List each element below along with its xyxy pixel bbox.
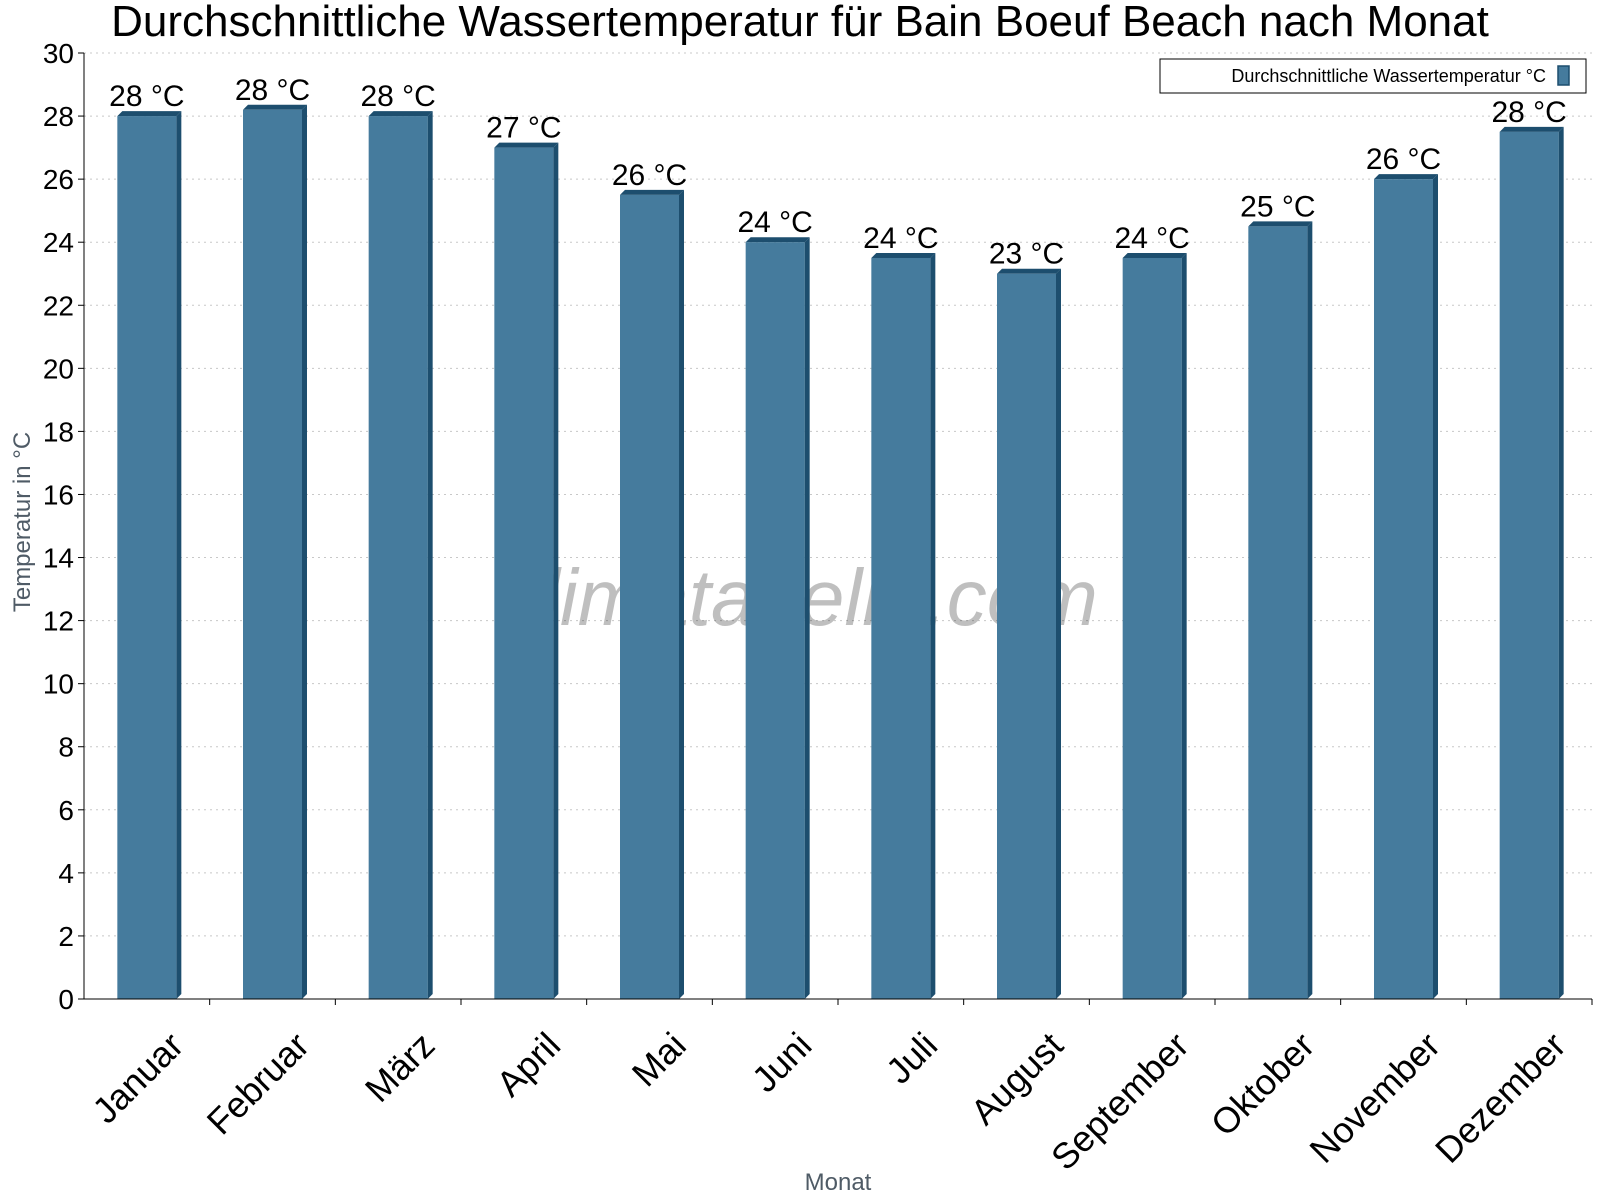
x-tick-labels: Januar Februar März April Mai Juni Juli AugustS…: [84, 1024, 1573, 1178]
y-tick-label: 0: [58, 984, 74, 1015]
bar-top: [871, 252, 936, 258]
y-tick-label: 10: [43, 669, 74, 700]
legend-swatch: [1557, 65, 1570, 86]
y-tick-label: 14: [43, 543, 74, 574]
bar-side: [930, 252, 936, 999]
bar: [745, 242, 805, 999]
y-tick-label: 2: [58, 921, 74, 952]
bar: [494, 147, 554, 1000]
y-tick-label: 28: [43, 101, 74, 132]
data-label: 24 °C: [863, 222, 938, 255]
bar-top: [1374, 174, 1438, 180]
bars: [117, 104, 1564, 1000]
x-tick-label: Januar: [84, 1024, 191, 1131]
x-tick-label: Februar: [199, 1024, 317, 1142]
y-tick-label: 8: [58, 732, 74, 763]
x-tick-label: Mai: [624, 1024, 694, 1094]
grid-lines: [84, 52, 1592, 1000]
bar: [1374, 179, 1433, 1000]
y-tick-label: 18: [43, 416, 74, 447]
x-tick-label: Juni: [744, 1024, 820, 1100]
x-axis-label: Monat: [805, 1169, 872, 1196]
bar: [1499, 131, 1559, 1000]
bar: [997, 273, 1056, 999]
data-label: 25 °C: [1240, 190, 1315, 223]
data-label: 26 °C: [612, 159, 687, 192]
bar-side: [1307, 221, 1313, 999]
bar-top: [620, 189, 684, 195]
bar: [1248, 226, 1308, 999]
bar: [1122, 257, 1182, 999]
data-label: 28 °C: [235, 74, 310, 107]
bar-side: [1558, 126, 1564, 1000]
bar: [243, 109, 302, 999]
bar-side: [804, 237, 810, 999]
bar-top: [494, 142, 559, 148]
x-tick-label: August: [963, 1024, 1071, 1132]
bar: [620, 194, 679, 999]
bar-top: [243, 104, 307, 110]
data-label: 23 °C: [989, 238, 1064, 271]
data-labels: 28 °C 28 °C 28 °C 27 °C 26 °C 24 °C 24 °C 23 °C…: [109, 74, 1567, 271]
y-tick-label: 30: [43, 38, 74, 69]
x-tick-label: Juli: [878, 1024, 945, 1091]
x-tick-label: April: [488, 1024, 568, 1104]
bar-side: [1056, 268, 1061, 999]
bar-side: [679, 189, 684, 999]
data-label: 28 °C: [1491, 96, 1566, 129]
bar: [368, 116, 428, 1000]
bar-top: [1248, 221, 1313, 227]
data-label: 24 °C: [737, 206, 812, 239]
data-label: 27 °C: [486, 112, 561, 145]
x-tick-label: März: [357, 1024, 443, 1110]
data-label: 28 °C: [360, 80, 435, 113]
x-tick-label: November: [1301, 1024, 1447, 1170]
bar-top: [997, 268, 1061, 274]
bar-side: [302, 104, 307, 999]
bar-side: [553, 142, 559, 1000]
legend-label: Durchschnittliche Wassertemperatur °C: [1231, 66, 1546, 86]
legend: Durchschnittliche Wassertemperatur °C: [1159, 58, 1587, 94]
y-tick-label: 22: [43, 290, 74, 321]
bar-side: [176, 111, 182, 1000]
x-tick-label: Dezember: [1427, 1024, 1573, 1170]
y-axis-label: Temperatur in °C: [9, 432, 36, 612]
y-tick-label: 26: [43, 164, 74, 195]
legend-box: [1159, 58, 1587, 94]
x-tick-label: September: [1043, 1024, 1197, 1178]
bar-side: [1433, 174, 1438, 1000]
data-label: 24 °C: [1114, 222, 1189, 255]
y-tick-label: 4: [58, 858, 74, 889]
bar-top: [745, 237, 810, 243]
bar: [117, 116, 177, 1000]
y-tick-label: 6: [58, 795, 74, 826]
y-tick-label: 24: [43, 227, 74, 258]
data-label: 26 °C: [1366, 143, 1441, 176]
bar: [871, 257, 931, 999]
chart-title: Durchschnittliche Wassertemperatur für B…: [111, 0, 1489, 46]
bar-top: [1499, 126, 1564, 132]
bar-side: [1181, 252, 1187, 999]
y-tick-label: 16: [43, 479, 74, 510]
bar-side: [427, 111, 433, 1000]
bar-top: [117, 111, 182, 117]
axes: [78, 52, 1593, 1005]
data-label: 28 °C: [109, 80, 184, 113]
y-tick-label: 20: [43, 353, 74, 384]
x-tick-label: Oktober: [1203, 1024, 1323, 1144]
bar-top: [1122, 252, 1187, 258]
bar-top: [368, 111, 433, 117]
y-tick-label: 12: [43, 606, 74, 637]
